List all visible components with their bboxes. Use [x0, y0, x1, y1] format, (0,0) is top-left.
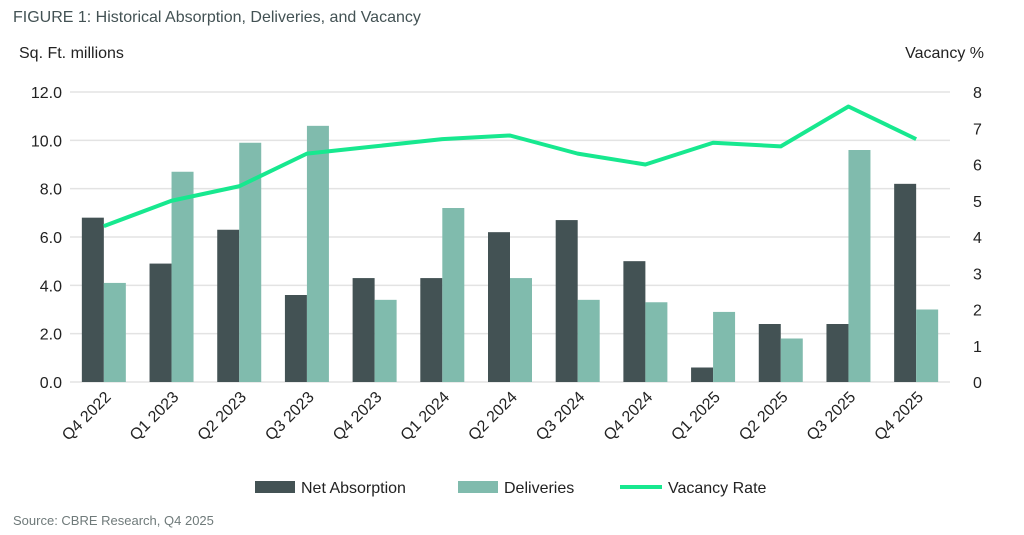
source-note: Source: CBRE Research, Q4 2025	[13, 513, 214, 528]
bar-net-absorption	[623, 261, 646, 382]
y-tick-label: 2.0	[40, 327, 62, 344]
x-tick-label: Q1 2025	[668, 389, 723, 444]
bar-deliveries	[306, 125, 329, 382]
bar-net-absorption	[149, 263, 172, 382]
y2-tick-label: 0	[973, 375, 982, 392]
bar-net-absorption	[217, 229, 240, 382]
y2-tick-label: 1	[973, 339, 982, 356]
bar-deliveries	[780, 338, 803, 382]
bar-net-absorption	[758, 324, 781, 382]
y2-axis-label: Vacancy %	[905, 45, 984, 62]
legend-swatch-net-absorption	[255, 481, 295, 493]
line-vacancy-rate	[103, 104, 918, 228]
bar-net-absorption	[284, 295, 307, 382]
chart-title: FIGURE 1: Historical Absorption, Deliver…	[13, 9, 421, 26]
x-tick-label: Q4 2023	[330, 389, 385, 444]
y2-tick-label: 8	[973, 85, 982, 102]
bar-deliveries	[916, 309, 939, 382]
y-tick-label: 10.0	[31, 133, 62, 150]
y-tick-label: 8.0	[40, 182, 62, 199]
bar-deliveries	[171, 171, 194, 382]
x-tick-label: Q3 2024	[533, 389, 588, 444]
x-tick-label: Q3 2025	[804, 389, 859, 444]
bar-deliveries	[510, 278, 532, 382]
x-tick-label: Q4 2025	[872, 389, 927, 444]
bar-deliveries	[645, 302, 668, 382]
x-tick-label: Q3 2023	[262, 389, 317, 444]
x-tick-label: Q4 2022	[59, 389, 114, 444]
y2-tick-label: 4	[973, 230, 982, 247]
bar-net-absorption	[420, 278, 443, 382]
y2-tick-label: 3	[973, 266, 982, 283]
bar-net-absorption	[826, 324, 849, 382]
bar-net-absorption	[555, 220, 578, 382]
x-tick-label: Q4 2024	[601, 389, 656, 444]
legend-label-deliveries: Deliveries	[504, 480, 574, 497]
y2-tick-label: 5	[973, 194, 982, 211]
bar-net-absorption	[81, 217, 104, 382]
bar-deliveries	[442, 208, 465, 382]
x-tick-label: Q1 2023	[127, 389, 182, 444]
y2-tick-label: 6	[973, 158, 982, 175]
y2-tick-label: 2	[973, 303, 982, 320]
bar-net-absorption	[488, 232, 510, 382]
y-tick-label: 6.0	[40, 230, 62, 247]
bar-deliveries	[374, 299, 397, 382]
x-tick-label: Q2 2025	[736, 389, 791, 444]
bar-deliveries	[239, 142, 262, 382]
bar-deliveries	[713, 311, 736, 382]
legend-swatch-deliveries	[458, 481, 498, 493]
legend-label-net-absorption: Net Absorption	[301, 480, 406, 497]
bar-net-absorption	[352, 278, 375, 382]
x-tick-label: Q2 2023	[195, 389, 250, 444]
legend-label-vacancy-rate: Vacancy Rate	[668, 480, 767, 497]
y-axis-label: Sq. Ft. millions	[19, 45, 124, 62]
y-tick-label: 0.0	[40, 375, 62, 392]
bar-deliveries	[577, 299, 600, 382]
x-tick-label: Q2 2024	[465, 389, 520, 444]
y2-tick-label: 7	[973, 121, 982, 138]
bar-deliveries	[848, 150, 871, 382]
bar-net-absorption	[691, 367, 714, 382]
y-tick-label: 12.0	[31, 85, 62, 102]
bar-net-absorption	[894, 183, 917, 382]
y-tick-label: 4.0	[40, 278, 62, 295]
x-tick-label: Q1 2024	[398, 389, 453, 444]
bar-deliveries	[103, 282, 126, 382]
